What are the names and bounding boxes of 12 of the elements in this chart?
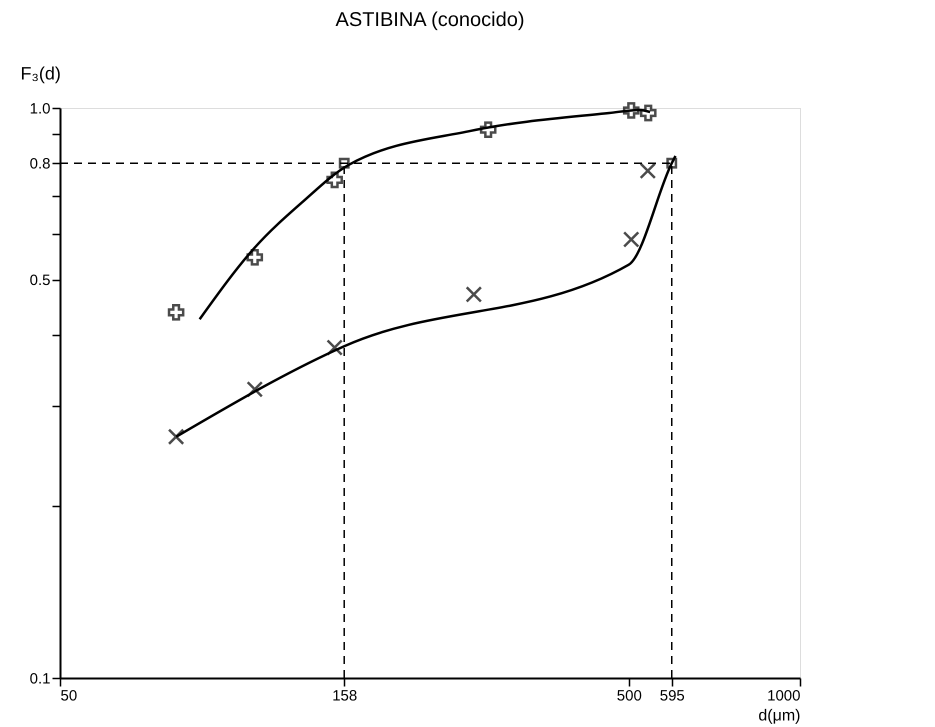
y-tick-label: 0.5 — [30, 272, 50, 290]
x-tick-label: 158 — [332, 688, 358, 704]
x-tick-label: 50 — [60, 688, 78, 704]
x-axis-title: d(μm) — [758, 708, 800, 724]
x-tick-label: 595 — [660, 688, 685, 704]
chart-title: ASTIBINA (conocido) — [336, 9, 524, 31]
x-tick-label: 500 — [616, 688, 642, 704]
y-tick-label: 1.0 — [30, 100, 50, 118]
y-axis-title: F₃(d) — [20, 64, 61, 84]
y-tick-label: 0.1 — [30, 670, 50, 688]
x-tick-label: 1000 — [767, 688, 800, 704]
y-tick-label: 0.8 — [30, 156, 50, 173]
